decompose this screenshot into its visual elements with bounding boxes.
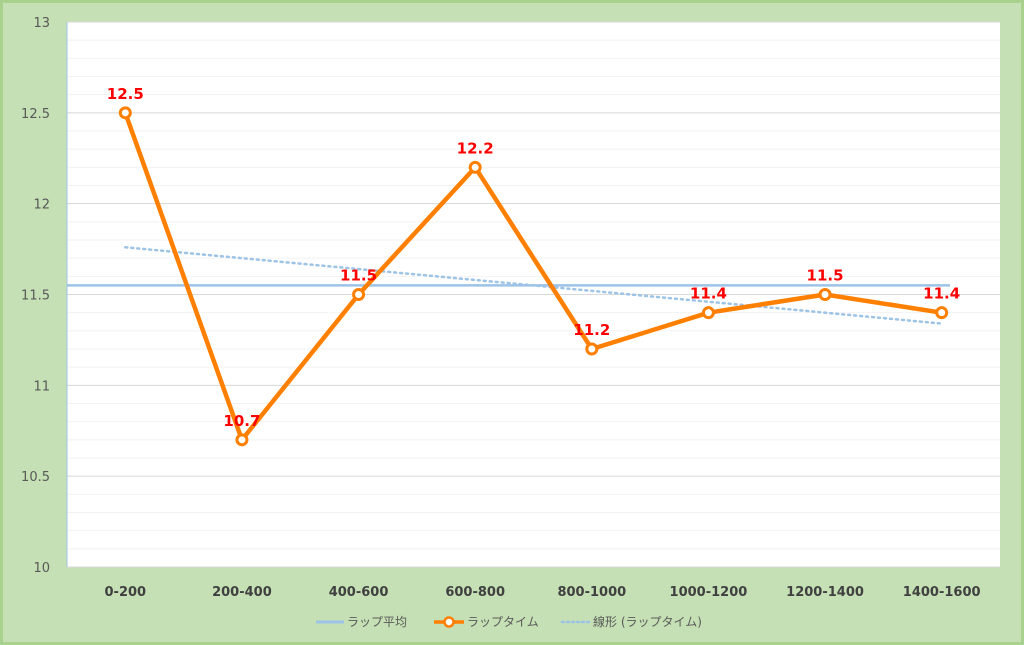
data-point-marker — [585, 342, 599, 356]
data-point-marker — [235, 433, 249, 447]
data-point-marker — [352, 288, 366, 301]
y-tick-label: 11.5 — [21, 289, 50, 304]
legend-marker-lap-time — [443, 616, 455, 628]
y-tick-label: 12.5 — [21, 107, 50, 122]
x-tick-label: 200-400 — [212, 585, 272, 600]
data-point-marker — [935, 306, 949, 320]
data-label: 11.4 — [690, 285, 727, 303]
data-point-marker — [818, 288, 832, 301]
x-tick-label: 400-600 — [329, 585, 389, 600]
y-tick-label: 10 — [33, 561, 50, 576]
y-tick-label: 10.5 — [21, 470, 50, 485]
data-label: 12.5 — [107, 85, 144, 103]
data-label: 11.4 — [923, 285, 960, 303]
x-tick-label: 1400-1600 — [903, 585, 981, 600]
data-point-marker — [701, 306, 715, 320]
data-point-marker — [118, 106, 132, 120]
x-tick-label: 800-1000 — [557, 585, 626, 600]
legend-label-lap-time: ラップタイム — [467, 615, 539, 629]
y-tick-label: 12 — [33, 198, 50, 213]
y-tick-label: 13 — [33, 16, 50, 31]
x-tick-label: 0-200 — [105, 585, 147, 600]
series-line-trend — [124, 246, 943, 325]
x-tick-label: 1200-1400 — [786, 585, 864, 600]
data-label: 11.5 — [340, 267, 377, 285]
series-line-lap-time — [123, 112, 943, 443]
x-tick-label: 1000-1200 — [670, 585, 748, 600]
data-label: 11.2 — [573, 321, 610, 339]
x-tick-label: 600-800 — [445, 585, 505, 600]
data-point-marker — [468, 160, 482, 174]
data-label: 10.7 — [223, 412, 260, 430]
data-label: 11.5 — [807, 267, 844, 285]
legend-label-average: ラップ平均 — [347, 615, 407, 629]
legend-label-trend: 線形 (ラップタイム) — [593, 614, 702, 629]
y-tick-label: 11 — [33, 379, 50, 394]
data-label: 12.2 — [457, 139, 494, 157]
